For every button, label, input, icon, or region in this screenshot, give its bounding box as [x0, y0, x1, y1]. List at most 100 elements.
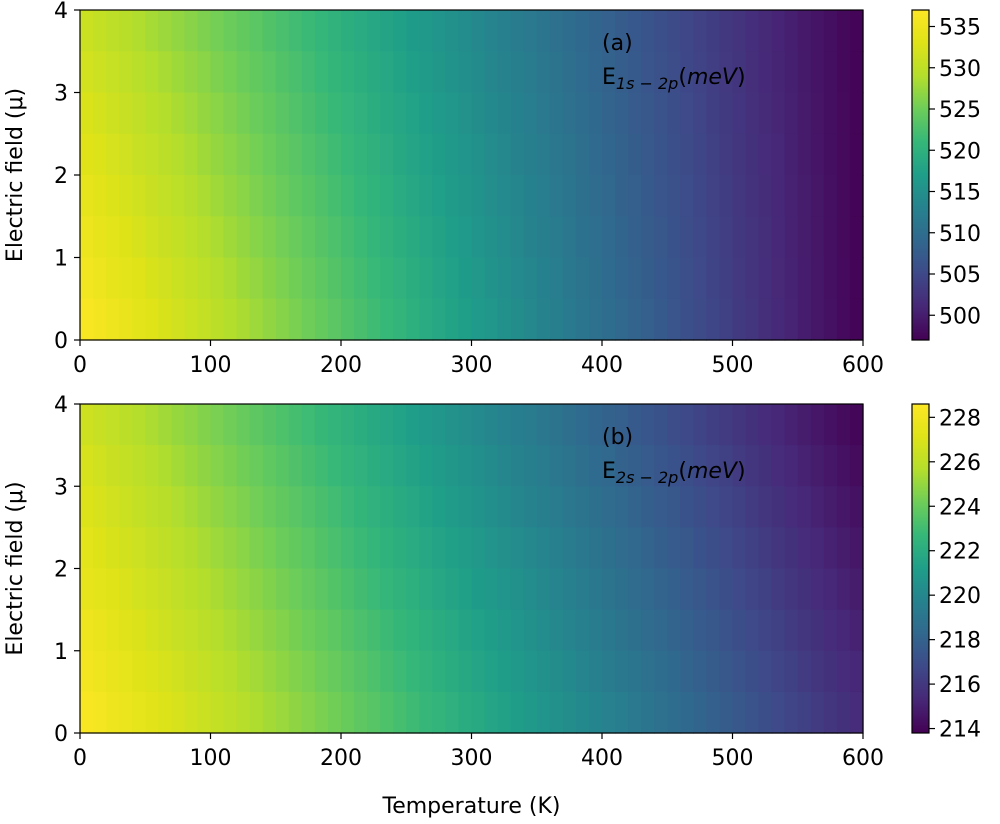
- colorbar-tick-label: 500: [939, 304, 981, 329]
- heatmap-cell: [797, 298, 812, 341]
- heatmap-cell: [484, 650, 499, 693]
- heatmap-cell: [210, 257, 225, 300]
- heatmap-cell: [667, 175, 681, 217]
- heatmap-cell: [641, 133, 655, 176]
- x-tick-label: 500: [712, 353, 754, 378]
- heatmap-cell: [771, 216, 786, 259]
- heatmap-cell: [615, 609, 629, 652]
- heatmap-cell: [810, 527, 825, 570]
- heatmap-cell: [380, 51, 394, 94]
- heatmap-cell: [797, 568, 812, 611]
- heatmap-cell: [575, 10, 590, 52]
- heatmap-cell: [145, 257, 159, 300]
- heatmap-cell: [249, 298, 264, 341]
- heatmap-cell: [719, 609, 734, 652]
- heatmap-cell: [132, 404, 146, 446]
- heatmap-cell: [732, 257, 747, 300]
- heatmap-cell: [314, 404, 329, 446]
- heatmap-cell: [119, 257, 133, 300]
- heatmap-cell: [641, 609, 655, 652]
- heatmap-cell: [549, 133, 564, 176]
- heatmap-cell: [510, 486, 525, 528]
- heatmap-cell: [145, 609, 159, 652]
- heatmap-cell: [562, 92, 577, 135]
- heatmap-cell: [171, 691, 185, 734]
- heatmap-cell: [236, 568, 251, 611]
- heatmap-cell: [93, 133, 107, 176]
- heatmap-cell: [106, 257, 120, 300]
- heatmap-cell: [654, 527, 668, 570]
- heatmap-cell: [314, 216, 329, 259]
- heatmap-cell: [628, 568, 642, 611]
- heatmap-cell: [171, 609, 185, 652]
- heatmap-cell: [327, 133, 342, 176]
- heatmap-cell: [849, 298, 864, 341]
- heatmap-cell: [406, 10, 420, 52]
- heatmap-cell: [562, 527, 577, 570]
- heatmap-cell: [119, 92, 133, 135]
- heatmap-cell: [497, 10, 512, 52]
- heatmap-cell: [445, 486, 460, 528]
- heatmap-cell: [771, 175, 786, 217]
- heatmap-cell: [745, 609, 760, 652]
- heatmap-cell: [732, 10, 747, 52]
- heatmap-cell: [158, 691, 172, 734]
- heatmap-cell: [615, 10, 629, 52]
- heatmap-cell: [575, 216, 590, 259]
- heatmap-cell: [249, 133, 264, 176]
- heatmap-cell: [823, 568, 838, 611]
- heatmap-cell: [810, 691, 825, 734]
- heatmap-cell: [758, 404, 773, 446]
- heatmap-cell: [445, 10, 460, 52]
- heatmap-cell: [93, 175, 107, 217]
- heatmap-cell: [223, 609, 238, 652]
- heatmap-cell: [445, 257, 460, 300]
- heatmap-cell: [380, 10, 394, 52]
- heatmap-cell: [197, 298, 212, 341]
- heatmap-cell: [575, 133, 590, 176]
- heatmap-cell: [445, 527, 460, 570]
- heatmap-cell: [236, 298, 251, 341]
- heatmap-cell: [327, 609, 342, 652]
- heatmap-cell: [654, 133, 668, 176]
- heatmap-cell: [706, 10, 721, 52]
- heatmap-cell: [184, 445, 199, 487]
- heatmap-cell: [80, 257, 94, 300]
- heatmap-cell: [758, 216, 773, 259]
- heatmap-cell: [849, 609, 864, 652]
- heatmap-cell: [432, 10, 446, 52]
- heatmap-cell: [680, 404, 694, 446]
- heatmap-cell: [523, 216, 538, 259]
- heatmap-cell: [680, 92, 694, 135]
- heatmap-cell: [523, 10, 538, 52]
- heatmap-cell: [641, 298, 655, 341]
- heatmap-cell: [471, 691, 486, 734]
- heatmap-cell: [680, 445, 694, 487]
- y-tick-label: 2: [54, 164, 68, 189]
- heatmap-cell: [745, 92, 760, 135]
- heatmap-cell: [484, 133, 499, 176]
- heatmap-cell: [615, 445, 629, 487]
- heatmap-cell: [484, 404, 499, 446]
- heatmap-cell: [523, 609, 538, 652]
- heatmap-cell: [458, 133, 473, 176]
- heatmap-cell: [510, 175, 525, 217]
- heatmap-cell: [810, 216, 825, 259]
- heatmap-cell: [654, 175, 668, 217]
- heatmap-cell: [797, 650, 812, 693]
- heatmap-cell: [380, 486, 394, 528]
- heatmap-cell: [497, 650, 512, 693]
- heatmap-cell: [354, 175, 368, 217]
- heatmap-cell: [484, 527, 499, 570]
- heatmap-cell: [314, 92, 329, 135]
- heatmap-cell: [575, 527, 590, 570]
- heatmap-cell: [80, 10, 94, 52]
- heatmap-cell: [732, 51, 747, 94]
- heatmap-cell: [262, 568, 277, 611]
- heatmap-cell: [549, 609, 564, 652]
- heatmap-cell: [693, 92, 707, 135]
- heatmap-cell: [262, 216, 277, 259]
- heatmap-cell: [706, 609, 721, 652]
- heatmap-cell: [301, 51, 316, 94]
- heatmap-cell: [197, 445, 212, 487]
